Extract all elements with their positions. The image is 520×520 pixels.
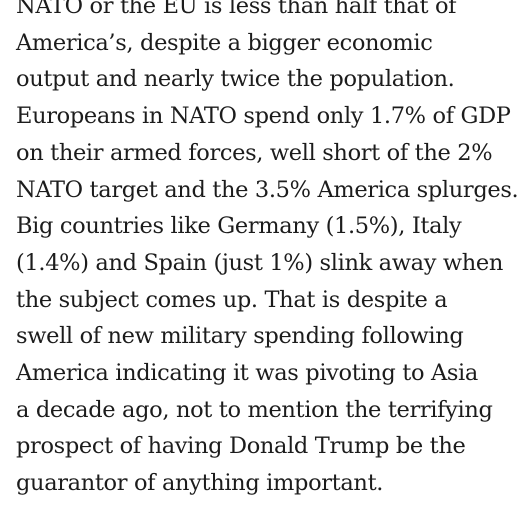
article-line: America indicating it was pivoting to As… (16, 360, 478, 387)
article-line: guarantor of anything important. (16, 470, 384, 497)
article-line: a decade ago, not to mention the terrify… (16, 396, 493, 423)
article-line: the subject comes up. That is despite a (16, 286, 448, 313)
article-line: Europeans in NATO spend only 1.7% of GDP (16, 103, 511, 130)
article-line: Big countries like Germany (1.5%), Italy (16, 213, 462, 240)
article-line: (1.4%) and Spain (just 1%) slink away wh… (16, 249, 504, 276)
article-line: prospect of having Donald Trump be the (16, 433, 466, 460)
article-line: NATO target and the 3.5% America splurge… (16, 176, 519, 203)
article-line: output and nearly twice the population. (16, 66, 455, 93)
article-body: NATO or the EU is less than half that of… (16, 0, 519, 502)
article-line: NATO or the EU is less than half that of (16, 0, 457, 19)
article-line: swell of new military spending following (16, 323, 464, 350)
article-line: on their armed forces, well short of the… (16, 139, 493, 166)
article-line: America’s, despite a bigger economic (16, 29, 433, 56)
